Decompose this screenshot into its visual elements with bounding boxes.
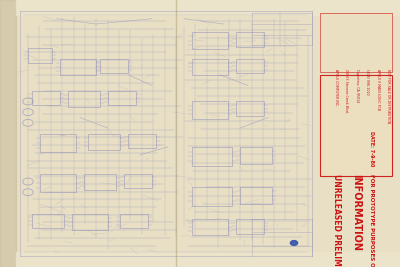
Bar — [108, 91, 136, 105]
Text: DATE: 7-9-80: DATE: 7-9-80 — [370, 131, 374, 166]
Bar — [320, 75, 392, 176]
Bar — [16, 0, 400, 15]
Bar — [84, 174, 116, 190]
Bar — [128, 134, 156, 148]
Bar — [28, 48, 52, 63]
Text: UNRELEASED PRELIMINARY: UNRELEASED PRELIMINARY — [332, 174, 340, 267]
Bar — [320, 13, 392, 72]
Text: Cupertino, CA 95014: Cupertino, CA 95014 — [355, 69, 359, 103]
Bar — [100, 59, 128, 73]
Bar — [68, 91, 100, 107]
Bar — [72, 214, 108, 230]
Bar — [192, 187, 232, 206]
Bar — [124, 174, 152, 188]
Bar — [236, 219, 264, 234]
Text: FOR PROTOTYPE PURPOSES ONLY: FOR PROTOTYPE PURPOSES ONLY — [370, 174, 374, 267]
Bar — [236, 101, 264, 116]
Text: INFORMATION: INFORMATION — [351, 174, 361, 251]
Text: NOT FOR SALE OR DISTRIBUTION: NOT FOR SALE OR DISTRIBUTION — [386, 69, 390, 123]
Bar — [192, 219, 228, 235]
Bar — [240, 147, 272, 164]
Bar — [320, 75, 392, 176]
Bar — [320, 13, 392, 72]
Text: (408) 996-1010: (408) 996-1010 — [365, 69, 369, 95]
Bar — [192, 59, 228, 75]
Bar — [0, 0, 16, 267]
Bar — [192, 101, 228, 119]
Bar — [32, 214, 64, 228]
Circle shape — [290, 241, 298, 245]
Bar — [236, 32, 264, 47]
Bar — [40, 134, 76, 152]
Bar — [88, 134, 120, 150]
Bar — [192, 147, 232, 166]
Bar — [120, 214, 148, 228]
Text: APPLE II MAIN LOGIC PCB: APPLE II MAIN LOGIC PCB — [376, 69, 380, 110]
Bar — [60, 59, 96, 75]
Bar — [32, 91, 60, 105]
Bar — [192, 32, 228, 49]
Text: 20863 Stevens Creek Blvd.: 20863 Stevens Creek Blvd. — [344, 69, 348, 113]
Bar — [40, 174, 76, 192]
Bar — [16, 252, 400, 267]
Bar — [236, 59, 264, 73]
Text: APPLE COMPUTER INC.: APPLE COMPUTER INC. — [334, 69, 338, 106]
Bar — [240, 187, 272, 204]
